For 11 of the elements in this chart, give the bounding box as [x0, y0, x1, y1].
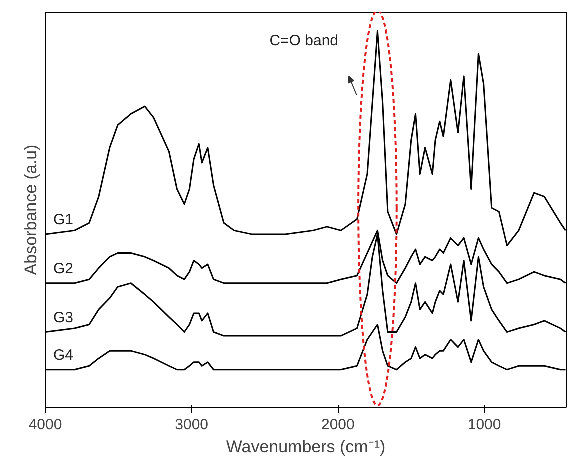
y-axis-title: Absorbance (a.u) [22, 144, 40, 276]
series-label: G1 [54, 211, 74, 228]
annotation: C=O band [270, 32, 339, 50]
series-label: G4 [54, 346, 74, 364]
x-tick-label: 2000 [322, 416, 355, 434]
x-tick-label: 3000 [175, 416, 209, 434]
series-label: G2 [54, 260, 74, 278]
x-tick-label: 1000 [468, 416, 502, 434]
x-tick-label: 4000 [28, 416, 62, 434]
x-axis-title: Wavenumbers (cm⁻¹) [226, 438, 386, 456]
series-label: G3 [54, 309, 74, 326]
